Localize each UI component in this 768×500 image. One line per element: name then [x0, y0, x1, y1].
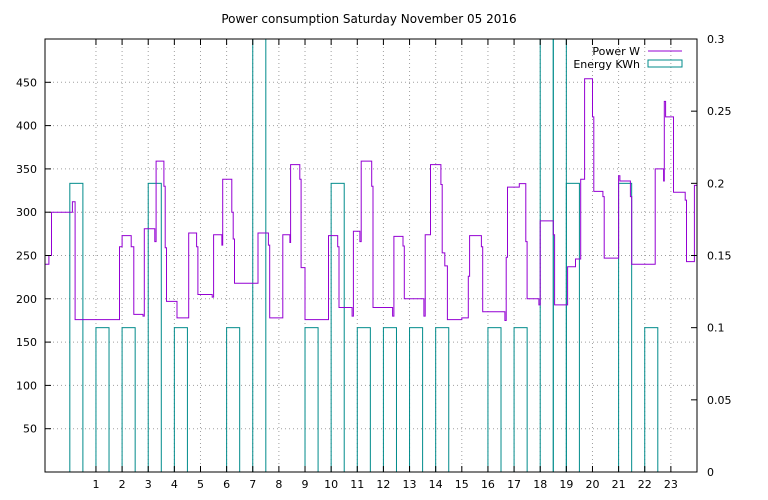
x-tick-label: 20	[585, 478, 599, 491]
y-right-tick-label: 0.05	[707, 394, 732, 407]
y-left-tick-label: 350	[16, 163, 37, 176]
x-tick-label: 10	[324, 478, 338, 491]
legend-energy-swatch	[647, 59, 683, 68]
y-left-tick-label: 300	[16, 206, 37, 219]
x-tick-label: 5	[197, 478, 204, 491]
x-tick-label: 17	[507, 478, 521, 491]
y-left-tick-label: 100	[16, 379, 37, 392]
y-left-tick-label: 450	[16, 76, 37, 89]
energy-bar	[435, 327, 450, 473]
power-series	[45, 78, 697, 321]
y-left-tick-label: 200	[16, 293, 37, 306]
legend-power-label: Power W	[592, 45, 640, 58]
x-tick-label: 18	[533, 478, 547, 491]
x-tick-label: 9	[302, 478, 309, 491]
y-right-tick-label: 0.1	[707, 322, 725, 335]
x-tick-label: 6	[223, 478, 230, 491]
energy-bar	[95, 327, 110, 473]
y-right-tick-label: 0.15	[707, 250, 732, 263]
y-right-tick-label: 0.25	[707, 105, 732, 118]
x-tick-label: 19	[559, 478, 573, 491]
energy-bar	[513, 327, 528, 473]
energy-bar	[539, 38, 554, 473]
legend: Power W Energy KWh	[573, 45, 683, 71]
x-tick-label: 3	[145, 478, 152, 491]
y-left-tick-label: 400	[16, 120, 37, 133]
x-tick-label: 2	[119, 478, 126, 491]
x-tick-label: 14	[429, 478, 443, 491]
x-tick-label: 7	[249, 478, 256, 491]
energy-bar	[121, 327, 136, 473]
x-tick-label: 12	[376, 478, 390, 491]
energy-bar	[382, 327, 397, 473]
y-left-tick-label: 150	[16, 336, 37, 349]
energy-bar	[252, 38, 267, 473]
x-tick-label: 11	[350, 478, 364, 491]
x-tick-label: 4	[171, 478, 178, 491]
y-left-tick-label: 250	[16, 250, 37, 263]
y-right-tick-label: 0	[707, 466, 714, 479]
y-right-tick-label: 0.3	[707, 33, 725, 46]
y-left-tick-label: 50	[23, 423, 37, 436]
x-tick-label: 22	[638, 478, 652, 491]
energy-bar	[487, 327, 502, 473]
x-tick-label: 15	[455, 478, 469, 491]
energy-bar	[356, 327, 371, 473]
energy-bar	[69, 182, 84, 473]
x-tick-label: 8	[275, 478, 282, 491]
energy-bar	[552, 38, 567, 473]
tick-layer: 1 2 3 4 5 6 7 8 9 10 11 12 13 14 15 16 17 18 19 20 21 22 23501…	[16, 33, 732, 491]
x-tick-label: 23	[664, 478, 678, 491]
x-tick-label: 16	[481, 478, 495, 491]
power-line	[45, 78, 697, 321]
energy-bar	[644, 327, 659, 473]
grid-layer	[45, 39, 697, 472]
energy-bar	[147, 182, 162, 473]
energy-bar	[304, 327, 319, 473]
energy-bar	[226, 327, 241, 473]
x-tick-label: 1	[92, 478, 99, 491]
x-tick-label: 21	[612, 478, 626, 491]
plot-frame	[44, 38, 698, 473]
energy-bar	[409, 327, 424, 473]
x-tick-label: 13	[403, 478, 417, 491]
y-right-tick-label: 0.2	[707, 177, 725, 190]
legend-energy-label: Energy KWh	[573, 58, 640, 71]
energy-bar	[173, 327, 188, 473]
chart-title: Power consumption Saturday November 05 2…	[221, 12, 516, 26]
